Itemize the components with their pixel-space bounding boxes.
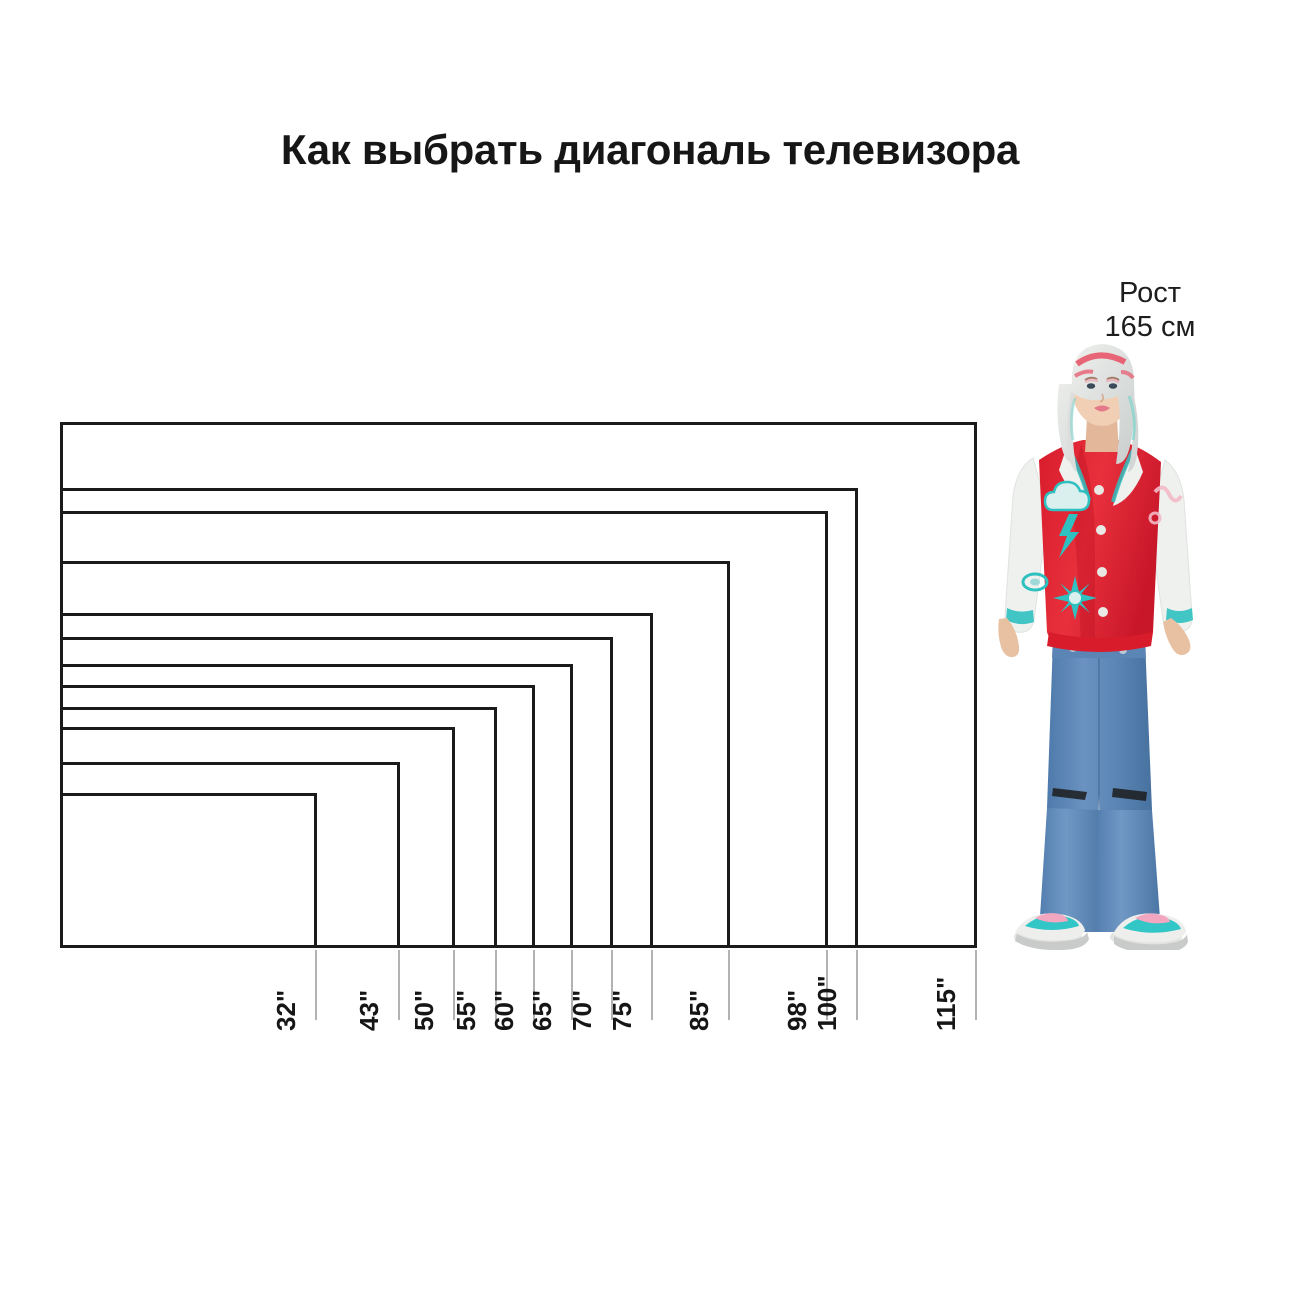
tick-label-43in: 43"	[354, 989, 384, 1031]
knee-slit-left	[1052, 788, 1087, 800]
jacket-hem	[1047, 632, 1153, 652]
height-caption: Рост 165 см	[1040, 276, 1260, 344]
tick-line-75in	[651, 950, 653, 1020]
tick-line-85in	[728, 950, 730, 1020]
jacket-button	[1098, 607, 1108, 617]
tick-line-50in	[453, 950, 455, 1020]
lips	[1094, 405, 1110, 412]
tick-label-50in: 50"	[409, 989, 439, 1031]
shoe-left	[1014, 913, 1089, 950]
shoe-right	[1110, 913, 1188, 950]
jacket-button	[1094, 485, 1104, 495]
cuff-left	[1006, 608, 1034, 625]
tick-line-98in	[826, 950, 828, 1020]
tick-label-60in: 60"	[489, 989, 519, 1031]
tick-label-32in: 32"	[271, 989, 301, 1031]
knee-slit-right	[1112, 788, 1147, 801]
tick-line-43in	[398, 950, 400, 1020]
person-figure	[995, 340, 1205, 950]
jacket-button	[1097, 567, 1107, 577]
tick-label-98in: 98"	[782, 989, 812, 1031]
patch-starburst	[1053, 576, 1097, 620]
hand-right	[1163, 618, 1191, 656]
jacket-button	[1096, 525, 1106, 535]
tick-label-100in: 100"	[812, 975, 842, 1031]
neck	[1085, 418, 1119, 452]
eye-left	[1086, 383, 1096, 389]
tick-line-32in	[315, 950, 317, 1020]
tick-line-55in	[495, 950, 497, 1020]
tick-line-60in	[533, 950, 535, 1020]
patch-monogram	[1148, 485, 1183, 525]
hand-left	[998, 618, 1020, 658]
height-caption-line2: 165 см	[1104, 311, 1196, 343]
tick-label-75in: 75"	[607, 989, 637, 1031]
jacket-collar-left	[1059, 446, 1089, 504]
tick-line-115in	[975, 950, 977, 1020]
tick-line-70in	[611, 950, 613, 1020]
jeans-left-leg	[1039, 808, 1107, 932]
height-caption-line1: Рост	[1119, 277, 1181, 309]
tick-line-65in	[571, 950, 573, 1020]
tick-label-70in: 70"	[567, 989, 597, 1031]
tick-label-85in: 85"	[684, 989, 714, 1031]
page-title: Как выбрать диагональ телевизора	[280, 126, 1020, 173]
hair-streak	[1075, 352, 1127, 367]
patch-cloud-lightning	[1043, 480, 1091, 558]
jeans-right-leg	[1095, 810, 1161, 932]
tick-line-100in	[856, 950, 858, 1020]
jacket-collar-right	[1113, 448, 1143, 506]
eye-right	[1108, 383, 1118, 389]
tv-rect-32in	[60, 793, 317, 948]
patch-ring	[1021, 572, 1049, 592]
tick-label-115in: 115"	[931, 976, 961, 1031]
tick-label-55in: 55"	[451, 989, 481, 1031]
tick-label-65in: 65"	[527, 989, 557, 1031]
